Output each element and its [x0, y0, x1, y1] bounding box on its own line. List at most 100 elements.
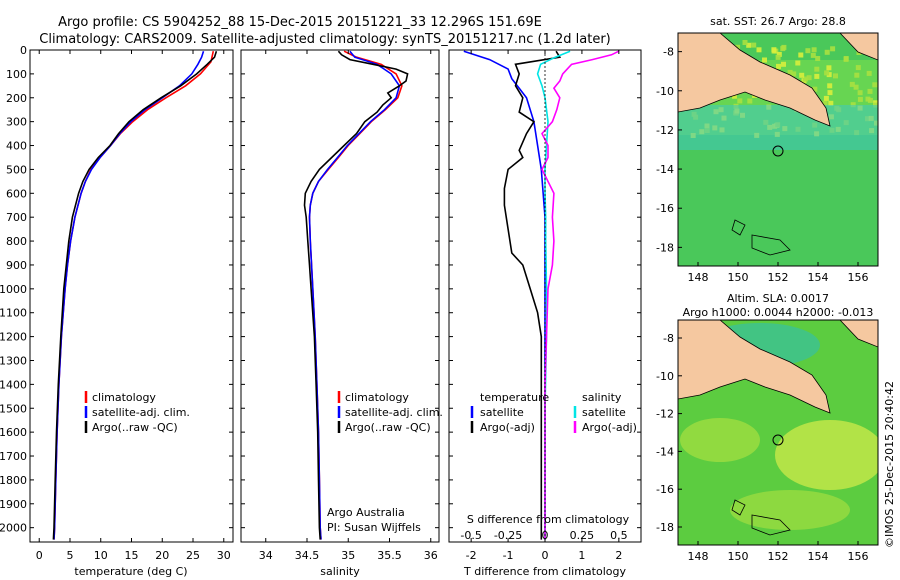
map-x-tick-label: 150: [728, 550, 749, 563]
map-x-tick-label: 152: [768, 271, 789, 284]
sst-warm-cell: [742, 40, 748, 45]
sst-cool-band: [678, 105, 878, 150]
figure-title-line2: Climatology: CARS2009. Satellite-adjuste…: [39, 32, 611, 47]
sst-warm-cell: [866, 70, 872, 76]
x-tick-label: 0: [36, 549, 43, 562]
sst-warm-cell: [814, 66, 820, 72]
series-line-s-argo-adj-: [541, 50, 620, 540]
legend-label-t-satellite: satellite: [480, 406, 524, 419]
depth-tick-label: 300: [6, 116, 27, 129]
x-tick-label: 34.5: [295, 549, 320, 562]
x-tick-label: 25: [186, 549, 200, 562]
legend-heading-temperature: temperature: [480, 391, 549, 404]
series-line-argo-raw-qc-: [52, 50, 218, 540]
map-y-tick-label: -14: [656, 163, 674, 176]
sst-warm-cell: [872, 82, 878, 88]
sst-warm-cell: [857, 96, 863, 102]
sst-warm-cell: [756, 47, 762, 53]
sst-warm-cell: [787, 69, 793, 75]
s-tick-label: 0.25: [570, 529, 595, 542]
sst-warm-cell: [823, 95, 829, 101]
sst-warm-cell: [855, 65, 861, 71]
map-y-tick-label: -18: [656, 521, 674, 534]
sst-warm-cell: [737, 98, 743, 104]
depth-tick-label: 1300: [0, 354, 27, 367]
depth-tick-label: 600: [6, 187, 27, 200]
difference-plot: [463, 50, 620, 542]
depth-tick-label: 1400: [0, 378, 27, 391]
sst-warm-cell: [806, 75, 812, 81]
sst-argo-marker: [772, 145, 784, 157]
sst-warm-cell: [849, 81, 855, 87]
sst-warm-cell: [735, 44, 741, 50]
map-x-tick-label: 152: [768, 550, 789, 563]
sst-warm-cell: [781, 61, 786, 67]
map-y-tick-label: -10: [656, 370, 674, 383]
x-tick-label: 35: [341, 549, 355, 562]
legend-label-t-argo: Argo(-adj): [480, 421, 535, 434]
series-line-t-satellite: [463, 50, 546, 540]
legend-heading-salinity: salinity: [582, 391, 622, 404]
depth-tick-label: 2000: [0, 522, 27, 535]
x-tick-label: 2: [615, 549, 622, 562]
sst-warm-cell: [751, 42, 757, 48]
sst-warm-cell: [827, 90, 833, 96]
sst-warm-cell: [771, 47, 777, 53]
figure-title-line1: Argo profile: CS 5904252_88 15-Dec-2015 …: [58, 15, 542, 30]
sst-warm-cell: [824, 70, 830, 76]
sst-warm-cell: [805, 48, 811, 54]
map-y-tick-label: -14: [656, 445, 674, 458]
map-x-tick-label: 156: [848, 271, 869, 284]
sst-warm-cell: [799, 72, 805, 78]
sst-warm-cell: [843, 56, 849, 62]
sst-warm-cell: [826, 72, 832, 78]
sst-warm-cell: [815, 56, 821, 61]
map-x-tick-label: 148: [688, 271, 709, 284]
legend-label-satellite: satellite-adj. clim.: [92, 406, 190, 419]
depth-tick-label: 1100: [0, 307, 27, 320]
map-y-tick-label: -10: [656, 85, 674, 98]
sla-map-title-line2: Argo h1000: 0.0044 h2000: -0.013: [683, 306, 874, 319]
depth-tick-label: 900: [6, 259, 27, 272]
sla-land-new-guinea: [678, 320, 831, 414]
sst-warm-cell: [826, 65, 832, 71]
legend-label-s-satellite: satellite: [582, 406, 626, 419]
map-y-tick-label: -12: [656, 124, 674, 137]
sst-map-title: sat. SST: 26.7 Argo: 28.8: [710, 15, 846, 28]
depth-tick-label: 400: [6, 140, 27, 153]
map-y-tick-label: -8: [663, 46, 674, 59]
map-x-tick-label: 154: [808, 271, 829, 284]
x-tick-label: -1: [503, 549, 514, 562]
depth-tick-label: 200: [6, 92, 27, 105]
sst-warm-cell: [830, 46, 836, 52]
series-line-climatology: [53, 51, 215, 540]
salinity-plot: [303, 50, 409, 540]
map-x-tick-label: 150: [728, 271, 749, 284]
s-tick-label: -0.25: [494, 529, 522, 542]
sst-map-axes: 148 150 152 154 156 -8 -10 -12 -14 -16 -18: [656, 46, 868, 284]
sst-warm-cell: [867, 88, 873, 94]
sla-argo-marker: [772, 434, 784, 446]
map-y-tick-label: -12: [656, 408, 674, 421]
sst-warm-cell: [850, 102, 856, 108]
sst-warm-cell: [731, 93, 737, 99]
depth-tick-label: 0: [20, 44, 27, 57]
sst-warm-cell: [798, 52, 804, 58]
depth-tick-label: 700: [6, 211, 27, 224]
sla-map-title-line1: Altim. SLA: 0.0017: [727, 292, 829, 305]
series-line-t-argo-adj-: [503, 50, 562, 540]
sst-warm-cell: [776, 51, 782, 57]
sst-warm-cell: [780, 46, 786, 52]
sst-map: [678, 33, 878, 266]
difference-legend: temperature satellite Argo(-adj) salinit…: [470, 391, 637, 434]
sst-warm-cell: [776, 63, 781, 69]
sst-warm-cell: [746, 42, 752, 48]
sst-warm-cell: [824, 49, 830, 55]
depth-tick-label: 1800: [0, 474, 27, 487]
sst-warm-cell: [822, 100, 828, 106]
x-tick-label: 35.5: [377, 549, 402, 562]
sst-warm-cell: [802, 76, 808, 82]
sst-warm-cell: [814, 73, 820, 79]
salinity-panel-frame: [240, 49, 440, 543]
